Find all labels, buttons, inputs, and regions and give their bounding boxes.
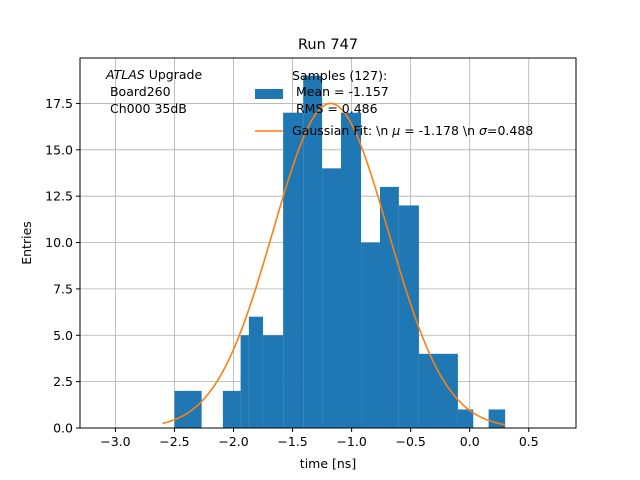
- y-tick-label: 10.0: [45, 235, 73, 250]
- x-tick-label: −1.5: [277, 434, 307, 449]
- histogram-bars: [174, 75, 506, 428]
- histogram-bar: [488, 409, 506, 428]
- histogram-bar: [340, 112, 362, 428]
- legend-fit-mu-value: = -1.178 \n: [400, 123, 479, 138]
- x-tick-label: −2.0: [218, 434, 248, 449]
- legend-fit-label: Gaussian Fit: \n μ = -1.178 \n σ=0.488: [292, 123, 533, 138]
- y-axis-ticks: 0.0 2.5 5.0 7.5 10.0 12.5 15.0 17.5: [45, 96, 80, 436]
- chart-title: Run 747: [298, 37, 358, 53]
- histogram-bar: [303, 75, 323, 428]
- histogram-bar: [248, 316, 264, 428]
- y-tick-label: 12.5: [45, 189, 73, 204]
- legend-samples-line-3: RMS = 0.486: [292, 101, 378, 116]
- histogram-bar: [174, 390, 202, 428]
- y-tick-label: 0.0: [53, 421, 73, 436]
- histogram-bar: [263, 335, 284, 428]
- x-axis-label: time [ns]: [300, 456, 356, 471]
- histogram-bar: [240, 335, 249, 428]
- annotation-line-2: Board260: [106, 84, 171, 99]
- x-tick-label: −0.5: [395, 434, 425, 449]
- histogram-bar: [418, 353, 458, 428]
- legend-swatch-samples: [255, 89, 283, 99]
- legend-fit-sigma-value: =0.488: [487, 123, 533, 138]
- histogram-bar: [322, 168, 341, 428]
- legend-fit-prefix: Gaussian Fit: \n: [292, 123, 392, 138]
- legend: Samples (127): Mean = -1.157 RMS = 0.486…: [255, 68, 533, 138]
- y-tick-label: 17.5: [45, 96, 73, 111]
- annotation-upgrade: Upgrade: [145, 67, 203, 82]
- x-axis-ticks: −3.0 −2.5 −2.0 −1.5 −1.0 −0.5 0.0 0.5: [100, 428, 539, 449]
- y-axis-label: Entries: [19, 221, 34, 265]
- y-tick-label: 2.5: [53, 374, 73, 389]
- annotation-atlas: ATLAS: [105, 67, 145, 82]
- histogram-bar: [379, 186, 399, 428]
- y-tick-label: 15.0: [45, 142, 73, 157]
- legend-samples-line-1: Samples (127):: [292, 68, 387, 83]
- histogram-bar: [457, 409, 474, 428]
- atlas-annotation: ATLAS Upgrade Board260 Ch000 35dB: [105, 67, 202, 116]
- x-tick-label: −2.5: [159, 434, 189, 449]
- legend-fit-mu: μ: [391, 123, 400, 138]
- annotation-line-3: Ch000 35dB: [106, 101, 187, 116]
- legend-fit-sigma: σ: [479, 123, 488, 138]
- y-tick-label: 5.0: [53, 328, 73, 343]
- annotation-line-1: ATLAS Upgrade: [105, 67, 202, 82]
- x-tick-label: −1.0: [336, 434, 366, 449]
- legend-samples-line-2: Mean = -1.157: [292, 84, 389, 99]
- histogram-bar: [361, 242, 380, 428]
- histogram-bar: [398, 205, 419, 428]
- gaussian-fit-line: [162, 102, 506, 426]
- x-tick-label: 0.5: [519, 434, 539, 449]
- x-tick-label: 0.0: [460, 434, 480, 449]
- histogram-bar: [283, 112, 304, 428]
- x-tick-label: −3.0: [100, 434, 130, 449]
- y-tick-label: 7.5: [53, 281, 73, 296]
- histogram-bar: [222, 390, 241, 428]
